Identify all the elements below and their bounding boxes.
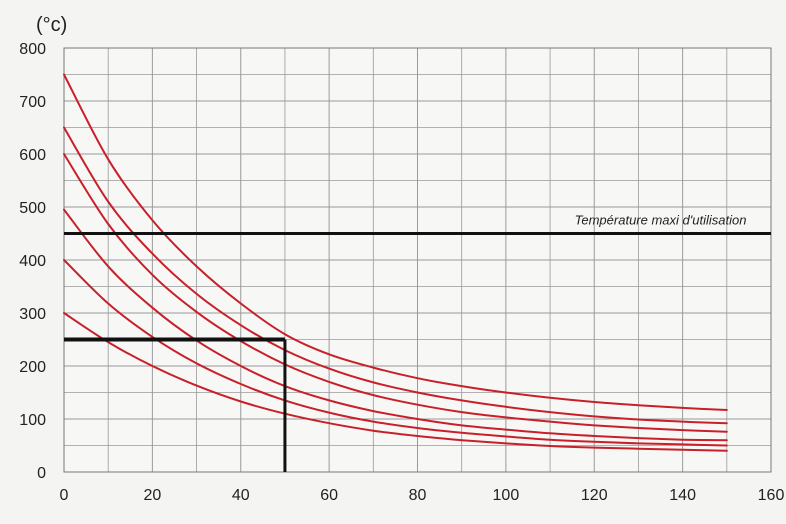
cooling-curve-2 — [63, 126, 728, 425]
x-tick-label: 140 — [669, 487, 696, 504]
cooling-curve-3 — [63, 153, 728, 433]
x-tick-label: 160 — [758, 487, 785, 504]
y-tick-label: 0 — [37, 465, 46, 482]
y-tick-label: 100 — [19, 412, 46, 429]
y-tick-label: 300 — [19, 306, 46, 323]
cooling-curve-6 — [63, 312, 728, 452]
y-axis-unit-label: (°c) — [36, 14, 67, 36]
max-temperature-label: Température maxi d'utilisation — [575, 213, 747, 228]
x-tick-label: 20 — [143, 487, 161, 504]
y-tick-label: 400 — [19, 253, 46, 270]
cooling-curve-4 — [63, 208, 728, 442]
cooling-curve-5 — [63, 259, 728, 447]
x-tick-label: 100 — [493, 487, 520, 504]
y-tick-label: 800 — [19, 41, 46, 58]
x-tick-label: 60 — [320, 487, 338, 504]
x-tick-label: 120 — [581, 487, 608, 504]
y-tick-label: 200 — [19, 359, 46, 376]
x-tick-label: 80 — [409, 487, 427, 504]
x-tick-label: 40 — [232, 487, 250, 504]
y-tick-label: 700 — [19, 94, 46, 111]
cooling-curve-1 — [63, 73, 728, 411]
y-tick-label: 500 — [19, 200, 46, 217]
y-tick-label: 600 — [19, 147, 46, 164]
x-tick-label: 0 — [60, 487, 69, 504]
